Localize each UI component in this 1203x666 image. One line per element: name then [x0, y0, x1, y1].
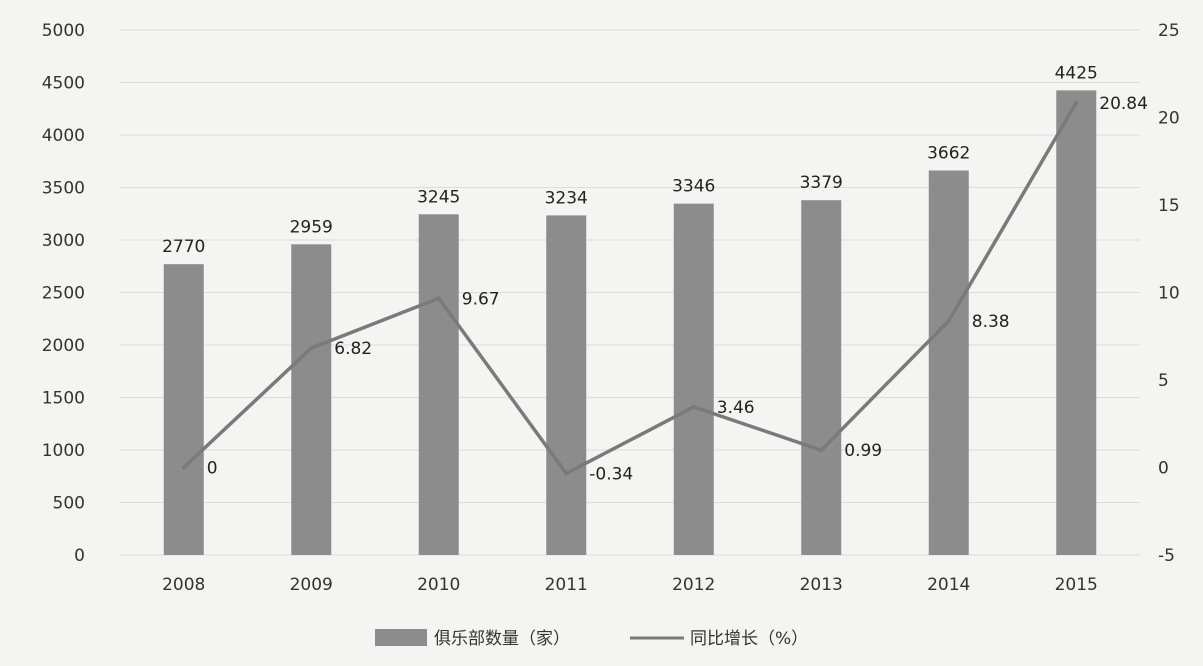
growth-point-2013 — [819, 448, 824, 453]
line-data-labels: 0 6.82 9.67 -0.34 3.46 0.99 8.38 20.84 — [207, 94, 1148, 485]
growth-point-2011 — [564, 471, 569, 476]
legend-bar-swatch — [375, 629, 427, 646]
growth-label-2011: -0.34 — [589, 464, 633, 484]
x-axis-ticks: 2008 2009 2010 2011 2012 2013 2014 2015 — [162, 575, 1098, 595]
bar-2009 — [291, 244, 332, 555]
growth-label-2012: 3.46 — [717, 398, 755, 418]
bar-label-2008: 2770 — [162, 237, 205, 257]
x-tick-2009: 2009 — [290, 575, 333, 595]
x-tick-2008: 2008 — [162, 575, 205, 595]
left-tick-1500: 1500 — [42, 389, 85, 409]
legend-line-label: 同比增长（%） — [690, 629, 808, 649]
bar-label-2015: 4425 — [1055, 63, 1098, 83]
bar-label-2011: 3234 — [545, 188, 588, 208]
growth-label-2009: 6.82 — [334, 339, 372, 359]
right-tick-20: 20 — [1158, 109, 1180, 129]
growth-point-2010 — [436, 296, 441, 301]
x-tick-2014: 2014 — [927, 575, 970, 595]
growth-label-2014: 8.38 — [972, 312, 1010, 332]
growth-point-2014 — [946, 318, 951, 323]
growth-point-2009 — [309, 346, 314, 351]
left-tick-5000: 5000 — [42, 21, 85, 41]
left-tick-3000: 3000 — [42, 231, 85, 251]
bar-label-2010: 3245 — [417, 187, 460, 207]
growth-label-2010: 9.67 — [462, 289, 500, 309]
bar-2011 — [546, 215, 587, 555]
left-axis-ticks: 0 500 1000 1500 2000 2500 3000 3500 4000 4500 5000 — [42, 21, 85, 566]
right-tick-5: 5 — [1158, 371, 1169, 391]
x-tick-2013: 2013 — [800, 575, 843, 595]
legend: 俱乐部数量（家） 同比增长（%） — [375, 629, 808, 649]
bar-2014 — [928, 170, 969, 556]
growth-point-2012 — [691, 404, 696, 409]
left-tick-0: 0 — [74, 546, 85, 566]
left-tick-500: 500 — [53, 494, 85, 514]
bar-2013 — [801, 200, 842, 555]
legend-bar-label: 俱乐部数量（家） — [434, 629, 570, 649]
x-tick-2015: 2015 — [1055, 575, 1098, 595]
right-tick-0: 0 — [1158, 459, 1169, 479]
bar-2008 — [163, 264, 204, 555]
growth-point-2015 — [1074, 100, 1079, 105]
bar-label-2013: 3379 — [800, 173, 843, 193]
bar-2015 — [1056, 90, 1097, 555]
left-tick-1000: 1000 — [42, 441, 85, 461]
bar-label-2014: 3662 — [927, 143, 970, 163]
bar-label-2009: 2959 — [290, 217, 333, 237]
right-tick-15: 15 — [1158, 196, 1180, 216]
x-tick-2012: 2012 — [672, 575, 715, 595]
right-tick-25: 25 — [1158, 21, 1180, 41]
bar-2012 — [673, 203, 714, 556]
bar-series — [163, 90, 1097, 556]
bar-data-labels: 2770 2959 3245 3234 3346 3379 3662 4425 — [162, 63, 1098, 257]
left-tick-4000: 4000 — [42, 126, 85, 146]
growth-line — [182, 101, 1078, 476]
left-tick-2000: 2000 — [42, 336, 85, 356]
gridlines — [120, 29, 1140, 556]
bar-label-2012: 3346 — [672, 177, 715, 197]
x-tick-2010: 2010 — [417, 575, 460, 595]
line-series — [181, 100, 1079, 476]
right-axis-ticks: -5 0 5 10 15 20 25 — [1158, 21, 1180, 566]
left-tick-3500: 3500 — [42, 179, 85, 199]
growth-label-2008: 0 — [207, 459, 218, 479]
growth-point-2008 — [181, 465, 186, 470]
right-tick--5: -5 — [1158, 546, 1175, 566]
x-tick-2011: 2011 — [545, 575, 588, 595]
growth-label-2013: 0.99 — [844, 441, 882, 461]
bar-2010 — [418, 214, 459, 555]
left-tick-2500: 2500 — [42, 284, 85, 304]
left-tick-4500: 4500 — [42, 74, 85, 94]
growth-label-2015: 20.84 — [1099, 94, 1148, 114]
right-tick-10: 10 — [1158, 284, 1180, 304]
